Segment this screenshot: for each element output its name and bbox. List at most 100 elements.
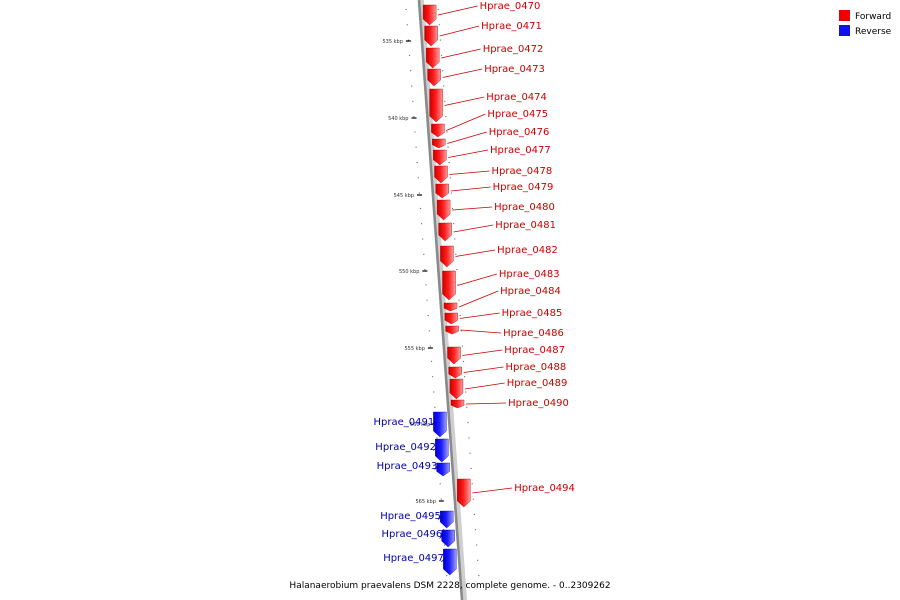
gene-feature[interactable] bbox=[422, 4, 437, 26]
forward-gene-arrow[interactable] bbox=[429, 88, 443, 123]
forward-gene-arrow[interactable] bbox=[435, 183, 449, 199]
forward-gene-arrow[interactable] bbox=[445, 325, 459, 335]
gene-feature[interactable] bbox=[445, 325, 459, 335]
forward-gene-arrow[interactable] bbox=[436, 199, 451, 221]
forward-gene-arrow[interactable] bbox=[424, 25, 438, 47]
gene-feature[interactable] bbox=[441, 529, 455, 548]
scale-dot bbox=[428, 330, 430, 332]
gene-label[interactable]: Hprae_0473 bbox=[484, 64, 545, 75]
scale-dot bbox=[405, 9, 407, 10]
gene-feature[interactable] bbox=[432, 138, 446, 149]
gene-label[interactable]: Hprae_0480 bbox=[494, 202, 555, 213]
forward-gene-arrow[interactable] bbox=[442, 270, 456, 301]
gene-label[interactable]: Hprae_0471 bbox=[481, 21, 542, 32]
gene-feature[interactable] bbox=[440, 245, 454, 268]
gene-feature[interactable] bbox=[457, 478, 471, 508]
scale-dot bbox=[439, 483, 441, 485]
gene-label[interactable]: Hprae_0482 bbox=[497, 245, 558, 256]
gene-feature[interactable] bbox=[440, 510, 454, 529]
gene-feature[interactable] bbox=[447, 346, 461, 365]
gene-label[interactable]: Hprae_0493 bbox=[377, 461, 438, 472]
gene-label[interactable]: Hprae_0475 bbox=[487, 109, 548, 120]
gene-label[interactable]: Hprae_0479 bbox=[493, 182, 554, 193]
gene-label[interactable]: Hprae_0478 bbox=[492, 166, 553, 177]
reverse-gene-arrow[interactable] bbox=[433, 411, 447, 438]
scale-tick-label: 540 kbp bbox=[388, 116, 408, 122]
gene-feature[interactable] bbox=[424, 25, 438, 47]
gene-label[interactable]: Hprae_0485 bbox=[502, 308, 563, 319]
gene-feature[interactable] bbox=[435, 438, 449, 463]
scale-dot bbox=[439, 39, 441, 41]
reverse-gene-arrow[interactable] bbox=[440, 510, 454, 529]
scale-dot bbox=[408, 54, 411, 56]
gene-feature[interactable] bbox=[442, 270, 456, 301]
gene-label[interactable]: Hprae_0492 bbox=[375, 442, 436, 453]
gene-label[interactable]: Hprae_0472 bbox=[483, 44, 544, 55]
scale-dot bbox=[432, 376, 434, 378]
forward-gene-arrow[interactable] bbox=[443, 302, 458, 312]
scale-dot bbox=[423, 253, 425, 255]
gene-leader-line bbox=[465, 402, 507, 405]
gene-feature[interactable] bbox=[448, 366, 462, 379]
gene-feature[interactable] bbox=[426, 47, 440, 69]
gene-feature[interactable] bbox=[444, 312, 458, 325]
reverse-gene-arrow[interactable] bbox=[435, 438, 449, 463]
forward-gene-arrow[interactable] bbox=[426, 47, 440, 69]
forward-gene-arrow[interactable] bbox=[434, 165, 448, 184]
scale-dot bbox=[414, 131, 416, 133]
gene-label[interactable]: Hprae_0483 bbox=[499, 269, 560, 280]
gene-feature[interactable] bbox=[436, 462, 450, 477]
reverse-gene-arrow[interactable] bbox=[436, 462, 450, 477]
gene-leader-line bbox=[459, 312, 500, 319]
gene-feature[interactable] bbox=[449, 378, 464, 400]
forward-gene-arrow[interactable] bbox=[449, 378, 464, 400]
gene-feature[interactable] bbox=[438, 222, 452, 242]
forward-gene-arrow[interactable] bbox=[438, 222, 452, 242]
gene-label[interactable]: Hprae_0486 bbox=[503, 328, 564, 339]
forward-gene-arrow[interactable] bbox=[422, 4, 437, 26]
gene-label[interactable]: Hprae_0477 bbox=[490, 145, 551, 156]
forward-gene-arrow[interactable] bbox=[427, 68, 441, 87]
reverse-gene-arrow[interactable] bbox=[443, 548, 457, 576]
forward-gene-arrow[interactable] bbox=[448, 366, 462, 379]
forward-gene-arrow[interactable] bbox=[433, 149, 447, 166]
forward-gene-arrow[interactable] bbox=[431, 123, 445, 138]
gene-feature[interactable] bbox=[443, 548, 457, 576]
gene-label[interactable]: Hprae_0489 bbox=[507, 378, 568, 389]
gene-feature[interactable] bbox=[433, 149, 447, 166]
gene-label[interactable]: Hprae_0474 bbox=[486, 92, 547, 103]
scale-dot bbox=[418, 192, 420, 194]
reverse-gene-arrow[interactable] bbox=[441, 529, 455, 548]
gene-label[interactable]: Hprae_0481 bbox=[495, 220, 556, 231]
forward-gene-arrow[interactable] bbox=[444, 312, 458, 325]
gene-label[interactable]: Hprae_0490 bbox=[508, 398, 569, 409]
gene-feature[interactable] bbox=[431, 123, 445, 138]
scale-dot bbox=[407, 39, 409, 41]
gene-label[interactable]: Hprae_0496 bbox=[382, 529, 443, 540]
scale-dot bbox=[456, 269, 458, 271]
gene-label[interactable]: Hprae_0484 bbox=[500, 286, 561, 297]
forward-gene-arrow[interactable] bbox=[450, 399, 465, 409]
gene-feature[interactable] bbox=[434, 165, 448, 184]
forward-gene-arrow[interactable] bbox=[432, 138, 446, 149]
gene-label[interactable]: Hprae_0495 bbox=[380, 511, 441, 522]
gene-feature[interactable] bbox=[435, 183, 449, 199]
gene-feature[interactable] bbox=[436, 199, 451, 221]
scale-dot bbox=[442, 529, 445, 531]
forward-gene-arrow[interactable] bbox=[447, 346, 461, 365]
gene-feature[interactable] bbox=[450, 399, 465, 409]
gene-feature[interactable] bbox=[433, 411, 447, 438]
gene-feature[interactable] bbox=[429, 88, 443, 123]
gene-label[interactable]: Hprae_0488 bbox=[506, 362, 567, 373]
gene-label[interactable]: Hprae_0491 bbox=[374, 417, 435, 428]
gene-label[interactable]: Hprae_0497 bbox=[383, 553, 444, 564]
gene-label[interactable]: Hprae_0494 bbox=[514, 483, 575, 494]
gene-label[interactable]: Hprae_0476 bbox=[489, 127, 550, 138]
gene-feature[interactable] bbox=[443, 302, 458, 312]
gene-label[interactable]: Hprae_0470 bbox=[480, 1, 541, 12]
gene-feature[interactable] bbox=[427, 68, 441, 87]
forward-gene-arrow[interactable] bbox=[457, 478, 471, 508]
gene-label[interactable]: Hprae_0487 bbox=[504, 345, 565, 356]
forward-gene-arrow[interactable] bbox=[440, 245, 454, 268]
